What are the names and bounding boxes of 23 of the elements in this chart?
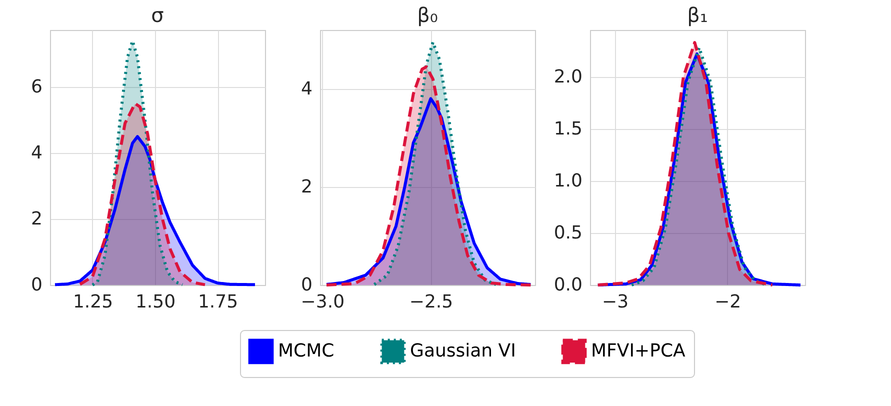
y-tick-label: 2 <box>31 208 42 230</box>
y-tick-label: 0 <box>31 274 42 296</box>
x-tick-label: 1.25 <box>72 292 114 312</box>
y-tick-label: 4 <box>301 78 312 100</box>
y-tick-label: 1.0 <box>554 170 582 192</box>
y-tick-label: 6 <box>31 76 42 98</box>
y-tick-label: 4 <box>31 142 42 164</box>
legend-label: Gaussian VI <box>410 340 516 362</box>
legend-label: MFVI+PCA <box>591 340 686 362</box>
x-tick-label: 1.75 <box>198 292 238 312</box>
legend-label: MCMC <box>278 340 334 362</box>
chart-title: β₀ <box>417 3 438 27</box>
x-tick-label: −2.5 <box>409 292 454 312</box>
x-tick-label: −3 <box>602 292 629 312</box>
x-tick-label: −2 <box>714 292 742 312</box>
y-tick-label: 0.5 <box>554 222 582 244</box>
chart-title: β₁ <box>687 3 708 27</box>
y-tick-label: 1.5 <box>554 118 582 140</box>
x-tick-label: 1.50 <box>135 292 176 312</box>
y-tick-label: 2 <box>301 176 312 198</box>
y-tick-label: 2.0 <box>554 66 582 88</box>
y-tick-label: 0.0 <box>554 274 582 296</box>
chart-title: σ <box>151 3 164 27</box>
